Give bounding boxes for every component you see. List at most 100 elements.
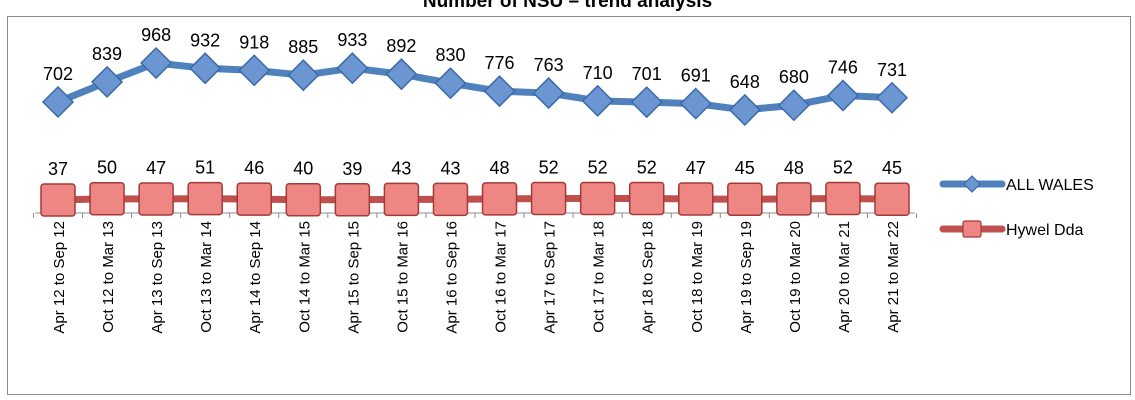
data-point (875, 81, 909, 114)
series-layer (40, 46, 910, 217)
data-point (678, 182, 714, 216)
series-line (54, 195, 896, 204)
data-point (432, 182, 469, 217)
x-axis: Apr 12 to Sep 12 Oct 12 to Mar 13 Apr 13 t… (32, 212, 918, 334)
data-point (532, 77, 565, 110)
legend-marker (963, 175, 981, 193)
data-point (385, 58, 418, 91)
data-label: 52 (833, 158, 853, 178)
data-point (530, 181, 567, 216)
data-point (90, 65, 124, 98)
data-label: 885 (288, 37, 318, 57)
data-label: 830 (435, 45, 465, 65)
data-point (285, 182, 322, 217)
data-point (825, 181, 861, 216)
data-label: 47 (686, 158, 706, 178)
data-label: 45 (882, 158, 902, 178)
data-point (777, 89, 810, 122)
legend-item: Hywel Dda (939, 220, 1083, 239)
data-label: 763 (534, 55, 564, 75)
x-tick-label: Apr 13 to Sep 13 (149, 221, 166, 334)
data-point (481, 182, 518, 216)
data-point (434, 67, 467, 100)
data-label: 702 (43, 64, 73, 84)
data-point (287, 59, 320, 92)
series-all-wales (41, 46, 909, 126)
x-tick-label: Apr 19 to Sep 19 (738, 221, 755, 334)
data-label: 43 (440, 158, 460, 178)
data-label: 776 (485, 53, 515, 73)
x-tick-label: Oct 14 to Mar 15 (296, 221, 313, 333)
data-label: 39 (342, 159, 362, 179)
data-label: 731 (877, 60, 907, 80)
x-tick-label: Oct 13 to Mar 14 (198, 221, 215, 333)
data-label: 48 (784, 158, 804, 178)
data-labels: 702 839 968 932 918 885 933 892 830 776 763 710 701 6… (43, 25, 907, 179)
data-point (236, 182, 272, 216)
data-label: 50 (97, 158, 117, 178)
data-point (336, 52, 369, 85)
data-label: 46 (244, 158, 264, 178)
data-point (727, 182, 763, 216)
x-tick-label: Oct 19 to Mar 20 (787, 221, 804, 333)
data-point (40, 183, 76, 217)
x-tick-label: Apr 17 to Sep 17 (542, 221, 559, 334)
x-tick-label: Oct 12 to Mar 13 (100, 221, 117, 333)
data-label: 691 (681, 66, 711, 86)
data-label: 52 (637, 158, 657, 178)
data-point (679, 87, 712, 120)
data-point (140, 46, 173, 80)
data-point (483, 75, 516, 108)
legend: ALL WALES Hywel Dda (939, 175, 1094, 239)
x-tick-label: Apr 18 to Sep 18 (640, 221, 657, 334)
data-label: 710 (583, 63, 613, 83)
data-label: 37 (48, 159, 68, 179)
legend-label: ALL WALES (1006, 177, 1094, 194)
data-point (41, 85, 75, 119)
data-label: 40 (293, 159, 313, 179)
data-label: 47 (146, 158, 166, 178)
x-tick-label: Apr 16 to Sep 16 (443, 221, 460, 334)
data-label: 746 (828, 58, 858, 78)
data-point (138, 182, 174, 216)
data-label: 933 (337, 30, 367, 50)
data-label: 680 (779, 67, 809, 87)
legend-label: Hywel Dda (1006, 222, 1083, 239)
data-point (383, 182, 420, 217)
x-tick-label: Apr 21 to Mar 22 (885, 221, 902, 333)
chart-title: Number of NSU – trend analysis (422, 0, 713, 12)
data-point (826, 79, 860, 112)
data-point (776, 182, 812, 216)
x-tick-label: Oct 18 to Mar 19 (689, 221, 706, 333)
data-point (189, 52, 222, 85)
data-label: 701 (632, 64, 662, 84)
data-label: 48 (490, 158, 510, 178)
x-tick-label: Oct 15 to Mar 16 (394, 221, 411, 333)
data-point (238, 54, 271, 87)
data-label: 932 (190, 30, 220, 50)
legend-marker (962, 220, 982, 238)
data-label: 52 (588, 158, 608, 178)
data-label: 45 (735, 158, 755, 178)
data-label: 43 (391, 158, 411, 178)
data-label: 892 (386, 36, 416, 56)
data-label: 968 (141, 25, 171, 45)
data-label: 648 (730, 72, 760, 92)
series-hywel-dda (40, 181, 910, 217)
data-point (728, 93, 761, 126)
series-line (54, 59, 896, 114)
data-point (628, 181, 665, 216)
x-tick-label: Oct 16 to Mar 17 (493, 221, 510, 333)
x-tick-label: Oct 17 to Mar 18 (591, 221, 608, 333)
data-point (630, 86, 663, 119)
x-tick-label: Apr 20 to Mar 21 (836, 221, 853, 333)
data-point (581, 84, 614, 117)
data-point (874, 182, 910, 216)
data-point (579, 181, 616, 216)
data-label: 52 (539, 158, 559, 178)
data-point (89, 181, 125, 216)
x-tick-label: Apr 15 to Sep 15 (345, 221, 362, 334)
data-label: 918 (239, 32, 269, 52)
legend-item: ALL WALES (939, 175, 1094, 194)
